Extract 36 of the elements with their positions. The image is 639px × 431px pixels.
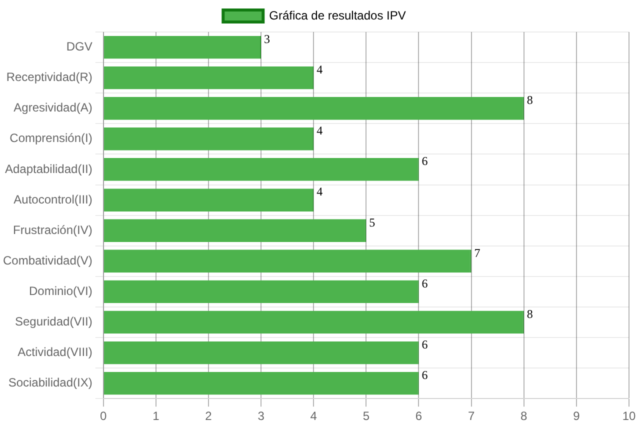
y-tick-label: Seguridad(VII) xyxy=(14,314,92,329)
x-tick-label: 0 xyxy=(100,409,108,424)
x-tick-label: 4 xyxy=(310,409,318,424)
data-label: 4 xyxy=(316,124,323,138)
x-tick-label: 2 xyxy=(205,409,212,424)
y-tick-label: Autocontrol(III) xyxy=(14,192,92,206)
y-tick-label: Actividad(VIII) xyxy=(18,345,92,360)
data-label: 3 xyxy=(264,32,270,46)
x-tick-label: 8 xyxy=(520,409,528,424)
x-tick-label: 3 xyxy=(258,409,265,424)
data-label: 5 xyxy=(369,215,376,230)
x-tick-label: 7 xyxy=(468,409,475,424)
data-label: 4 xyxy=(316,184,323,199)
x-tick-label: 9 xyxy=(573,409,580,424)
data-label: 6 xyxy=(422,337,428,352)
x-tick-label: 10 xyxy=(622,409,636,424)
y-tick-label: Frustración(IV) xyxy=(13,222,92,237)
y-tick-label: Agresividad(A) xyxy=(14,100,92,115)
data-label: 6 xyxy=(422,368,428,382)
y-tick-label: Combatividad(V) xyxy=(2,253,92,268)
y-tick-label: Dominio(VI) xyxy=(29,284,92,298)
x-tick-label: 5 xyxy=(362,409,370,424)
y-tick-label: Sociabilidad(IX) xyxy=(8,376,92,390)
y-tick-label: DGV xyxy=(66,40,92,54)
data-label: 8 xyxy=(526,93,533,108)
data-label: 8 xyxy=(526,306,533,321)
data-label: 6 xyxy=(422,276,428,290)
x-tick-label: 6 xyxy=(415,409,422,424)
y-tick-label: Adaptabilidad(II) xyxy=(4,162,92,176)
data-label: 4 xyxy=(316,62,323,77)
legend-label: Gráfica de resultados IPV xyxy=(269,8,406,22)
y-tick-label: Comprensión(I) xyxy=(10,131,92,146)
data-label: 6 xyxy=(422,154,428,168)
data-label: 7 xyxy=(474,246,480,260)
y-tick-label: Receptividad(R) xyxy=(6,70,92,84)
x-tick-label: 1 xyxy=(152,409,160,424)
